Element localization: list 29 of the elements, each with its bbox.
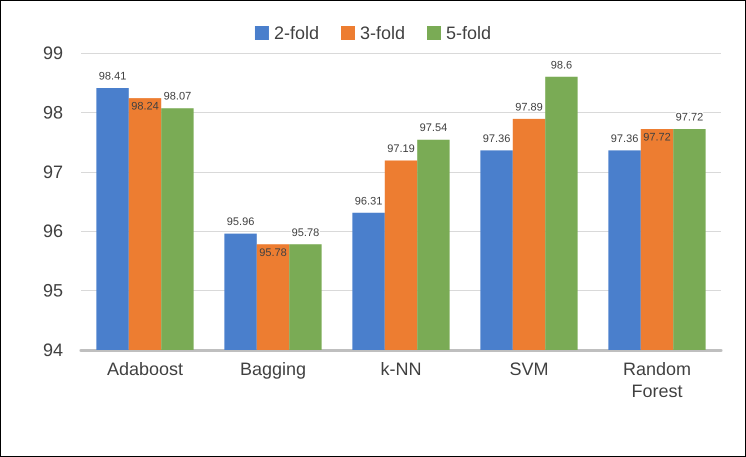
y-tick-label: 99 <box>42 43 63 63</box>
y-tick-label: 94 <box>42 340 63 360</box>
legend-label: 2-fold <box>274 23 319 43</box>
x-tick-label: k-NN <box>380 359 422 379</box>
data-label: 97.54 <box>420 122 448 134</box>
data-label: 96.31 <box>354 195 382 208</box>
x-tick-label: SVM <box>509 359 549 379</box>
x-tick-label: Random Forest <box>622 359 692 401</box>
data-label: 98.41 <box>98 70 126 83</box>
legend-label: 5-fold <box>446 23 492 43</box>
data-label: 97.36 <box>482 132 510 145</box>
data-label: 95.78 <box>259 246 287 259</box>
data-label: 95.78 <box>292 226 320 239</box>
data-label: 98.6 <box>550 59 572 72</box>
data-label: 97.19 <box>387 143 415 156</box>
data-label: 97.72 <box>676 112 704 124</box>
legend-label: 3-fold <box>360 23 406 43</box>
data-label: 97.89 <box>515 101 543 114</box>
x-tick-label: Bagging <box>240 359 306 379</box>
data-label: 98.07 <box>164 90 192 103</box>
data-label: 95.96 <box>226 216 254 228</box>
y-tick-label: 97 <box>42 162 63 182</box>
data-label: 97.36 <box>610 132 638 145</box>
y-tick-label: 98 <box>42 102 63 122</box>
y-tick-label: 95 <box>42 280 63 301</box>
y-tick-label: 96 <box>42 221 63 242</box>
x-tick-label: Adaboost <box>106 359 184 379</box>
data-label: 97.72 <box>643 132 671 144</box>
data-label: 98.24 <box>131 100 159 113</box>
